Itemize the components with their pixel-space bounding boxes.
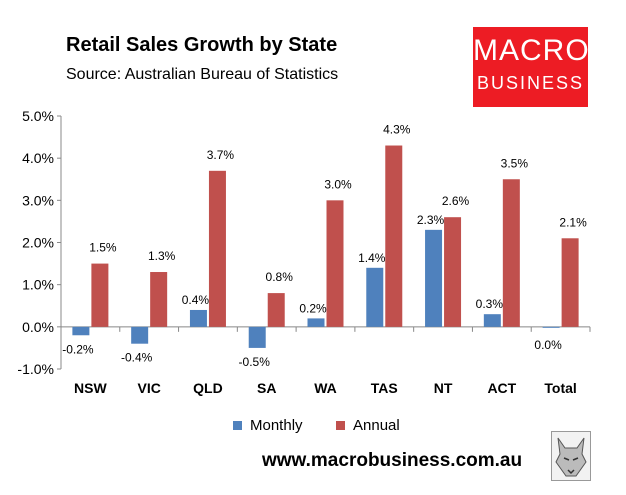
bar-annual xyxy=(91,263,109,327)
bar-monthly xyxy=(483,314,501,327)
x-tick-label: NSW xyxy=(74,380,107,396)
data-label-annual: 1.5% xyxy=(89,241,117,255)
legend-item-monthly: Monthly xyxy=(233,417,303,434)
data-label-monthly: -0.5% xyxy=(239,355,271,369)
data-label-monthly: -0.2% xyxy=(62,342,94,356)
legend-label-monthly: Monthly xyxy=(250,417,303,434)
y-tick-label: -1.0% xyxy=(17,361,54,377)
x-tick-label: NT xyxy=(434,380,453,396)
data-label-annual: 0.8% xyxy=(266,270,294,284)
legend-swatch-annual xyxy=(336,421,345,430)
bar-monthly xyxy=(72,326,90,336)
data-label-annual: 2.6% xyxy=(442,194,470,208)
x-tick-label: TAS xyxy=(371,380,398,396)
data-label-annual: 2.1% xyxy=(559,215,587,229)
bar-annual xyxy=(502,179,520,327)
y-tick-label: 1.0% xyxy=(22,277,54,293)
data-label-annual: 1.3% xyxy=(148,249,176,263)
legend-label-annual: Annual xyxy=(353,417,400,434)
logo-line-1: MACRO xyxy=(473,34,590,67)
wolf-head-icon xyxy=(551,431,591,481)
bar-monthly xyxy=(307,318,325,327)
bar-annual xyxy=(150,272,168,327)
bar-monthly xyxy=(425,229,443,327)
data-label-annual: 4.3% xyxy=(383,123,411,137)
data-label-annual: 3.7% xyxy=(207,148,235,162)
x-tick-label: VIC xyxy=(137,380,160,396)
bar-monthly xyxy=(248,326,266,348)
bar-monthly xyxy=(366,267,384,327)
data-label-monthly: 0.4% xyxy=(182,293,210,307)
y-tick-label: 4.0% xyxy=(22,150,54,166)
chart-subtitle: Source: Australian Bureau of Statistics xyxy=(66,66,339,83)
macrobusiness-logo: MACRO BUSINESS xyxy=(473,27,590,107)
legend-item-annual: Annual xyxy=(336,417,400,434)
x-tick-label: SA xyxy=(257,380,276,396)
bar-annual xyxy=(444,217,462,327)
data-label-monthly: 0.2% xyxy=(299,301,327,315)
data-label-monthly: -0.4% xyxy=(121,351,153,365)
data-label-annual: 3.5% xyxy=(501,156,529,170)
y-tick-label: 0.0% xyxy=(22,319,54,335)
data-label-monthly: 0.3% xyxy=(476,297,504,311)
data-label-monthly: 0.0% xyxy=(534,338,562,352)
bar-monthly xyxy=(189,309,207,327)
legend-swatch-monthly xyxy=(233,421,242,430)
data-label-monthly: 1.4% xyxy=(358,251,386,265)
bar-annual xyxy=(385,145,403,327)
data-label-monthly: 2.3% xyxy=(417,213,445,227)
bar-annual xyxy=(326,200,344,327)
x-tick-label: ACT xyxy=(487,380,516,396)
bar-monthly xyxy=(131,326,149,344)
bar-monthly xyxy=(542,326,560,328)
y-tick-label: 5.0% xyxy=(22,108,54,124)
bar-annual xyxy=(267,293,285,327)
chart-title: Retail Sales Growth by State xyxy=(66,34,338,56)
x-tick-label: Total xyxy=(544,380,576,396)
y-tick-label: 3.0% xyxy=(22,192,54,208)
data-label-annual: 3.0% xyxy=(324,177,352,191)
x-tick-label: WA xyxy=(314,380,337,396)
bar-annual xyxy=(208,170,226,327)
y-tick-label: 2.0% xyxy=(22,235,54,251)
logo-line-2: BUSINESS xyxy=(476,73,585,93)
bar-annual xyxy=(561,238,579,327)
footer-url: www.macrobusiness.com.au xyxy=(262,450,523,471)
x-tick-label: QLD xyxy=(193,380,223,396)
